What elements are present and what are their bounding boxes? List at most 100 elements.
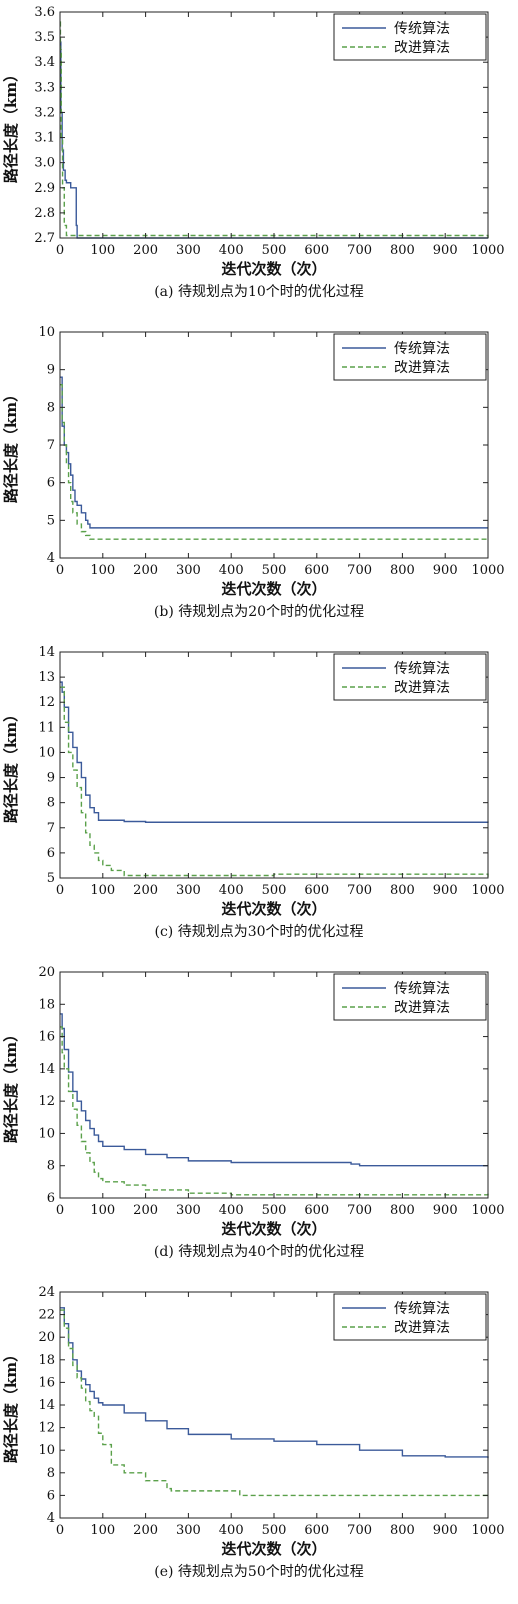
x-tick-label: 200 <box>133 243 158 258</box>
chart-panel-c: 0 100 200 300 400 500 600 700 800 900 1000 5 6 7 8 9 10 1… <box>0 640 518 964</box>
y-tick-label: 20 <box>38 1330 55 1345</box>
x-tick-label: 1000 <box>471 1203 504 1218</box>
x-tick-label: 900 <box>433 243 458 258</box>
x-tick-label: 500 <box>262 1203 287 1218</box>
chart-panel-b: 0 100 200 300 400 500 600 700 800 900 1000 4 5 6 7 8 9 10… <box>0 320 518 644</box>
y-axis-title: 路径长度（km） <box>2 1347 20 1463</box>
y-tick-label: 2.7 <box>34 231 55 246</box>
y-tick-label: 18 <box>38 997 55 1012</box>
y-axis-title: 路径长度（km） <box>2 707 20 823</box>
x-tick-label: 0 <box>56 563 64 578</box>
chart-svg: 0 100 200 300 400 500 600 700 800 900 1000 6 8 10 12 14… <box>2 965 505 1260</box>
series-line-traditional <box>60 681 489 823</box>
figure-caption: (c) 待规划点为30个时的优化过程 <box>154 924 363 940</box>
legend-box <box>333 1293 487 1341</box>
x-tick-label: 200 <box>133 563 158 578</box>
y-tick-label: 12 <box>38 1421 55 1436</box>
legend-box <box>333 333 487 381</box>
x-tick-label: 0 <box>56 1203 64 1218</box>
x-tick-label: 100 <box>90 563 115 578</box>
x-tick-label: 500 <box>262 883 287 898</box>
x-tick-label: 400 <box>219 1523 244 1538</box>
y-tick-label: 18 <box>38 1353 55 1368</box>
series-line-traditional <box>60 41 488 239</box>
legend-label-traditional: 传统算法 <box>394 341 450 357</box>
x-tick-label: 700 <box>347 563 372 578</box>
chart-svg: 0 100 200 300 400 500 600 700 800 900 1000 5 6 7 8 9 10 1… <box>2 645 505 940</box>
chart-panel-d: 0 100 200 300 400 500 600 700 800 900 1000 6 8 10 12 14… <box>0 960 518 1284</box>
y-tick-label: 4 <box>47 1511 55 1526</box>
x-tick-label: 1000 <box>471 563 504 578</box>
y-tick-label: 3.4 <box>34 55 55 70</box>
y-tick-label: 11 <box>38 720 55 735</box>
x-tick-label: 200 <box>133 1523 158 1538</box>
x-tick-label: 500 <box>262 563 287 578</box>
series-line-traditional <box>60 1307 489 1459</box>
legend-label-improved: 改进算法 <box>394 1320 450 1336</box>
legend-box <box>333 13 487 61</box>
figure-caption: (a) 待规划点为10个时的优化过程 <box>154 284 364 300</box>
x-tick-label: 900 <box>433 883 458 898</box>
x-tick-label: 500 <box>262 1523 287 1538</box>
y-tick-label: 7 <box>47 821 55 836</box>
legend-label-traditional: 传统算法 <box>394 981 450 997</box>
series-line-improved <box>60 384 488 540</box>
x-tick-label: 100 <box>90 243 115 258</box>
x-tick-label: 700 <box>347 883 372 898</box>
series-line-traditional <box>60 1013 488 1167</box>
x-tick-label: 100 <box>90 1203 115 1218</box>
legend-label-traditional: 传统算法 <box>394 661 450 677</box>
x-tick-label: 700 <box>347 243 372 258</box>
x-tick-label: 800 <box>390 1523 415 1538</box>
y-tick-label: 6 <box>47 846 55 861</box>
x-tick-label: 0 <box>56 1523 64 1538</box>
y-tick-label: 5 <box>47 871 55 886</box>
chart-panel-e: 0 100 200 300 400 500 600 700 800 900 1000 4 6 8 10 12 1… <box>0 1280 518 1604</box>
x-tick-label: 1000 <box>471 1523 504 1538</box>
x-tick-label: 600 <box>304 243 329 258</box>
x-tick-label: 600 <box>304 1203 329 1218</box>
x-tick-label: 300 <box>176 1203 201 1218</box>
y-tick-label: 9 <box>47 363 55 378</box>
chart-panel-a: 0 100 200 300 400 500 600 700 800 900 1000 2.7 2.8 2.… <box>0 0 518 324</box>
chart-svg: 0 100 200 300 400 500 600 700 800 900 1000 4 6 8 10 12 1… <box>2 1285 505 1580</box>
x-tick-label: 100 <box>90 883 115 898</box>
legend-label-improved: 改进算法 <box>394 360 450 376</box>
x-tick-label: 900 <box>433 1523 458 1538</box>
y-tick-label: 16 <box>38 1030 55 1045</box>
series-line-improved <box>60 1026 489 1196</box>
y-tick-label: 10 <box>38 1126 55 1141</box>
legend-box <box>333 973 487 1021</box>
y-tick-label: 7 <box>47 438 55 453</box>
y-tick-label: 22 <box>38 1308 55 1323</box>
x-tick-label: 400 <box>219 563 244 578</box>
x-tick-label: 100 <box>90 1523 115 1538</box>
x-axis-title: 迭代次数（次） <box>221 1540 326 1558</box>
legend-label-improved: 改进算法 <box>394 40 450 56</box>
x-axis-title: 迭代次数（次） <box>221 260 326 278</box>
y-tick-label: 4 <box>47 551 55 566</box>
y-axis-title: 路径长度（km） <box>2 67 20 183</box>
x-axis-title: 迭代次数（次） <box>221 580 326 598</box>
chart-svg: 0 100 200 300 400 500 600 700 800 900 1000 4 5 6 7 8 9 10… <box>2 325 505 620</box>
x-tick-label: 600 <box>304 1523 329 1538</box>
y-tick-label: 8 <box>47 400 55 415</box>
y-tick-label: 2.8 <box>34 206 55 221</box>
x-tick-label: 900 <box>433 563 458 578</box>
y-tick-label: 6 <box>47 476 55 491</box>
x-axis-title: 迭代次数（次） <box>221 1220 326 1238</box>
y-tick-label: 12 <box>38 1094 55 1109</box>
y-tick-label: 24 <box>38 1285 55 1300</box>
x-tick-label: 900 <box>433 1203 458 1218</box>
y-tick-label: 3.5 <box>34 30 55 45</box>
y-tick-label: 8 <box>47 1466 55 1481</box>
series-line-traditional <box>60 376 488 529</box>
legend-label-traditional: 传统算法 <box>394 21 450 37</box>
y-tick-label: 12 <box>38 695 55 710</box>
x-tick-label: 600 <box>304 563 329 578</box>
y-axis-title: 路径长度（km） <box>2 387 20 503</box>
